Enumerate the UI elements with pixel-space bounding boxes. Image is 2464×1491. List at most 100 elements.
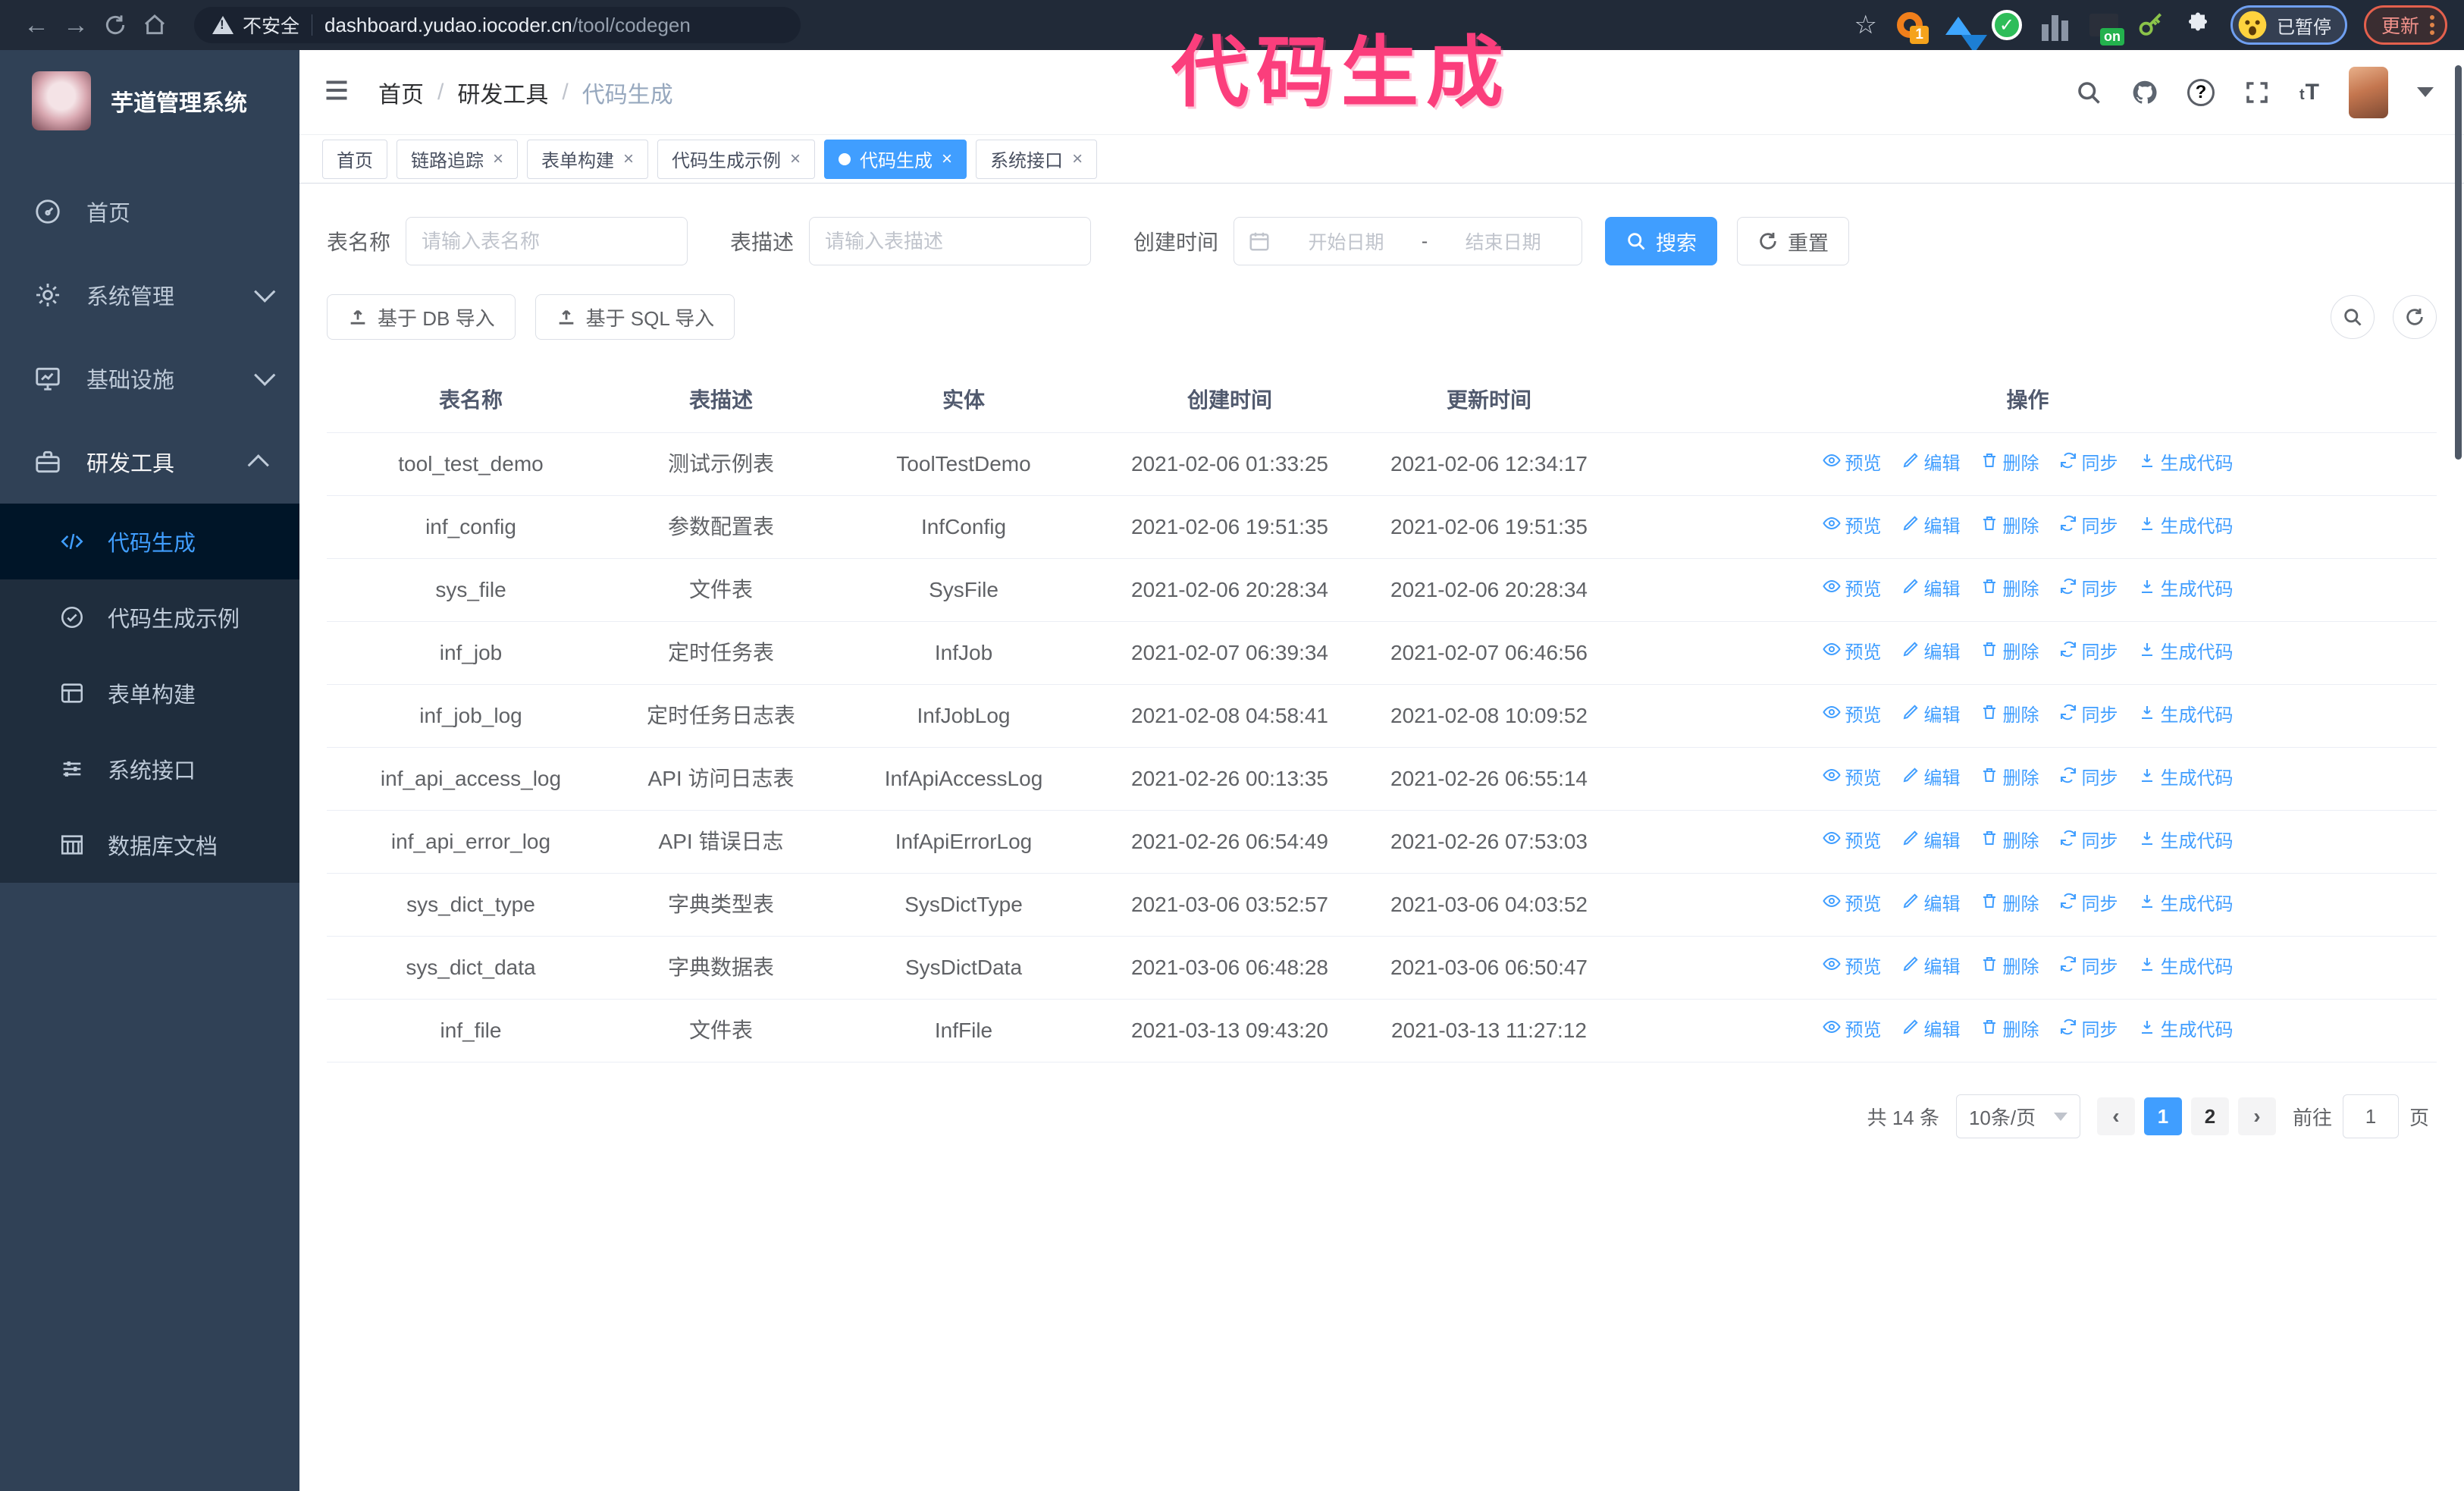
close-icon[interactable]: × bbox=[1072, 148, 1083, 169]
extension-icon[interactable]: 1 bbox=[1894, 9, 1929, 44]
tab-home[interactable]: 首页 bbox=[322, 139, 387, 179]
browser-update-button[interactable]: 更新 bbox=[2363, 5, 2447, 45]
github-icon[interactable] bbox=[2131, 79, 2158, 106]
action-generate-code-link[interactable]: 生成代码 bbox=[2138, 826, 2234, 858]
extensions-puzzle-icon[interactable] bbox=[2182, 9, 2214, 41]
action-generate-code-link[interactable]: 生成代码 bbox=[2138, 763, 2234, 795]
close-icon[interactable]: × bbox=[942, 148, 953, 169]
action-delete-link[interactable]: 删除 bbox=[1980, 952, 2039, 984]
sidebar-item-codegen[interactable]: 代码生成 bbox=[0, 504, 299, 579]
close-icon[interactable]: × bbox=[623, 148, 635, 169]
action-sync-link[interactable]: 同步 bbox=[2059, 763, 2118, 795]
table-desc-input[interactable] bbox=[809, 217, 1092, 265]
action-preview-link[interactable]: 预览 bbox=[1822, 889, 1882, 921]
address-bar[interactable]: 不安全 dashboard.yudao.iocoder.cn /tool/cod… bbox=[194, 7, 801, 43]
action-edit-link[interactable]: 编辑 bbox=[1901, 637, 1961, 669]
action-preview-link[interactable]: 预览 bbox=[1822, 511, 1882, 543]
action-sync-link[interactable]: 同步 bbox=[2059, 952, 2118, 984]
hamburger-icon[interactable] bbox=[321, 77, 353, 108]
action-edit-link[interactable]: 编辑 bbox=[1901, 511, 1961, 543]
action-preview-link[interactable]: 预览 bbox=[1822, 1015, 1882, 1047]
sidebar-item-db-doc[interactable]: 数据库文档 bbox=[0, 807, 299, 883]
action-edit-link[interactable]: 编辑 bbox=[1901, 826, 1961, 858]
action-edit-link[interactable]: 编辑 bbox=[1901, 448, 1961, 480]
tab-codegen-example[interactable]: 代码生成示例 × bbox=[657, 139, 816, 179]
action-edit-link[interactable]: 编辑 bbox=[1901, 700, 1961, 732]
breadcrumb-devtools[interactable]: 研发工具 bbox=[457, 82, 549, 108]
extension-check-icon[interactable]: ✓ bbox=[1991, 9, 2023, 41]
action-sync-link[interactable]: 同步 bbox=[2059, 637, 2118, 669]
table-name-input[interactable] bbox=[406, 217, 688, 265]
tab-form-builder[interactable]: 表单构建 × bbox=[527, 139, 649, 179]
action-generate-code-link[interactable]: 生成代码 bbox=[2138, 700, 2234, 732]
sidebar-item-codegen-example[interactable]: 代码生成示例 bbox=[0, 579, 299, 655]
import-db-button[interactable]: 基于 DB 导入 bbox=[327, 294, 516, 340]
tab-codegen[interactable]: 代码生成 × bbox=[824, 139, 967, 179]
browser-back-icon[interactable]: ← bbox=[24, 10, 49, 39]
action-preview-link[interactable]: 预览 bbox=[1822, 763, 1882, 795]
action-sync-link[interactable]: 同步 bbox=[2059, 511, 2118, 543]
scrollbar-thumb[interactable] bbox=[2455, 65, 2462, 460]
action-delete-link[interactable]: 删除 bbox=[1980, 826, 2039, 858]
sidebar-item-form-builder[interactable]: 表单构建 bbox=[0, 655, 299, 731]
search-button[interactable]: 搜索 bbox=[1605, 217, 1718, 265]
action-preview-link[interactable]: 预览 bbox=[1822, 700, 1882, 732]
action-edit-link[interactable]: 编辑 bbox=[1901, 1015, 1961, 1047]
action-edit-link[interactable]: 编辑 bbox=[1901, 574, 1961, 606]
action-sync-link[interactable]: 同步 bbox=[2059, 1015, 2118, 1047]
extension-on-icon[interactable]: on bbox=[2088, 9, 2124, 46]
import-sql-button[interactable]: 基于 SQL 导入 bbox=[534, 294, 735, 340]
action-generate-code-link[interactable]: 生成代码 bbox=[2138, 574, 2234, 606]
action-preview-link[interactable]: 预览 bbox=[1822, 574, 1882, 606]
close-icon[interactable]: × bbox=[790, 148, 801, 169]
action-sync-link[interactable]: 同步 bbox=[2059, 889, 2118, 921]
bookmark-star-icon[interactable]: ☆ bbox=[1854, 11, 1877, 39]
action-generate-code-link[interactable]: 生成代码 bbox=[2138, 952, 2234, 984]
action-delete-link[interactable]: 删除 bbox=[1980, 511, 2039, 543]
page-size-select[interactable]: 10条/页 bbox=[1955, 1094, 2080, 1138]
toggle-search-button[interactable] bbox=[2331, 295, 2375, 339]
tab-tracing[interactable]: 链路追踪 × bbox=[397, 139, 519, 179]
action-delete-link[interactable]: 删除 bbox=[1980, 889, 2039, 921]
sidebar-item-system[interactable]: 系统管理 bbox=[0, 253, 299, 337]
refresh-button[interactable] bbox=[2393, 295, 2437, 339]
action-sync-link[interactable]: 同步 bbox=[2059, 826, 2118, 858]
page-button-2[interactable]: 2 bbox=[2190, 1097, 2229, 1135]
sidebar-item-infra[interactable]: 基础设施 bbox=[0, 337, 299, 420]
browser-menu-icon[interactable] bbox=[2430, 15, 2434, 35]
action-generate-code-link[interactable]: 生成代码 bbox=[2138, 889, 2234, 921]
action-delete-link[interactable]: 删除 bbox=[1980, 448, 2039, 480]
search-icon[interactable] bbox=[2075, 79, 2102, 106]
page-button-1[interactable]: 1 bbox=[2143, 1097, 2182, 1135]
action-preview-link[interactable]: 预览 bbox=[1822, 826, 1882, 858]
action-edit-link[interactable]: 编辑 bbox=[1901, 889, 1961, 921]
help-icon[interactable]: ? bbox=[2187, 78, 2215, 106]
fullscreen-icon[interactable] bbox=[2243, 79, 2271, 106]
action-preview-link[interactable]: 预览 bbox=[1822, 952, 1882, 984]
breadcrumb-home[interactable]: 首页 bbox=[378, 82, 424, 108]
prev-page-button[interactable]: ‹ bbox=[2096, 1097, 2135, 1135]
action-sync-link[interactable]: 同步 bbox=[2059, 448, 2118, 480]
action-delete-link[interactable]: 删除 bbox=[1980, 700, 2039, 732]
action-edit-link[interactable]: 编辑 bbox=[1901, 763, 1961, 795]
sidebar-item-system-api[interactable]: 系统接口 bbox=[0, 731, 299, 807]
chevron-down-icon[interactable] bbox=[2417, 87, 2434, 97]
reset-button[interactable]: 重置 bbox=[1737, 217, 1850, 265]
browser-forward-icon[interactable]: → bbox=[63, 10, 89, 39]
action-sync-link[interactable]: 同步 bbox=[2059, 700, 2118, 732]
sidebar-item-devtools[interactable]: 研发工具 bbox=[0, 420, 299, 504]
action-delete-link[interactable]: 删除 bbox=[1980, 574, 2039, 606]
sidebar-item-home[interactable]: 首页 bbox=[0, 170, 299, 253]
action-preview-link[interactable]: 预览 bbox=[1822, 637, 1882, 669]
action-delete-link[interactable]: 删除 bbox=[1980, 1015, 2039, 1047]
action-delete-link[interactable]: 删除 bbox=[1980, 763, 2039, 795]
extension-key-icon[interactable] bbox=[2136, 11, 2165, 39]
goto-page-input[interactable] bbox=[2342, 1094, 2399, 1138]
action-preview-link[interactable]: 预览 bbox=[1822, 448, 1882, 480]
browser-profile-chip[interactable]: 已暂停 bbox=[2230, 5, 2347, 45]
font-size-icon[interactable]: tT bbox=[2299, 79, 2320, 105]
action-generate-code-link[interactable]: 生成代码 bbox=[2138, 1015, 2234, 1047]
next-page-button[interactable]: › bbox=[2237, 1097, 2276, 1135]
avatar[interactable] bbox=[2349, 66, 2388, 118]
browser-home-icon[interactable] bbox=[135, 5, 174, 45]
